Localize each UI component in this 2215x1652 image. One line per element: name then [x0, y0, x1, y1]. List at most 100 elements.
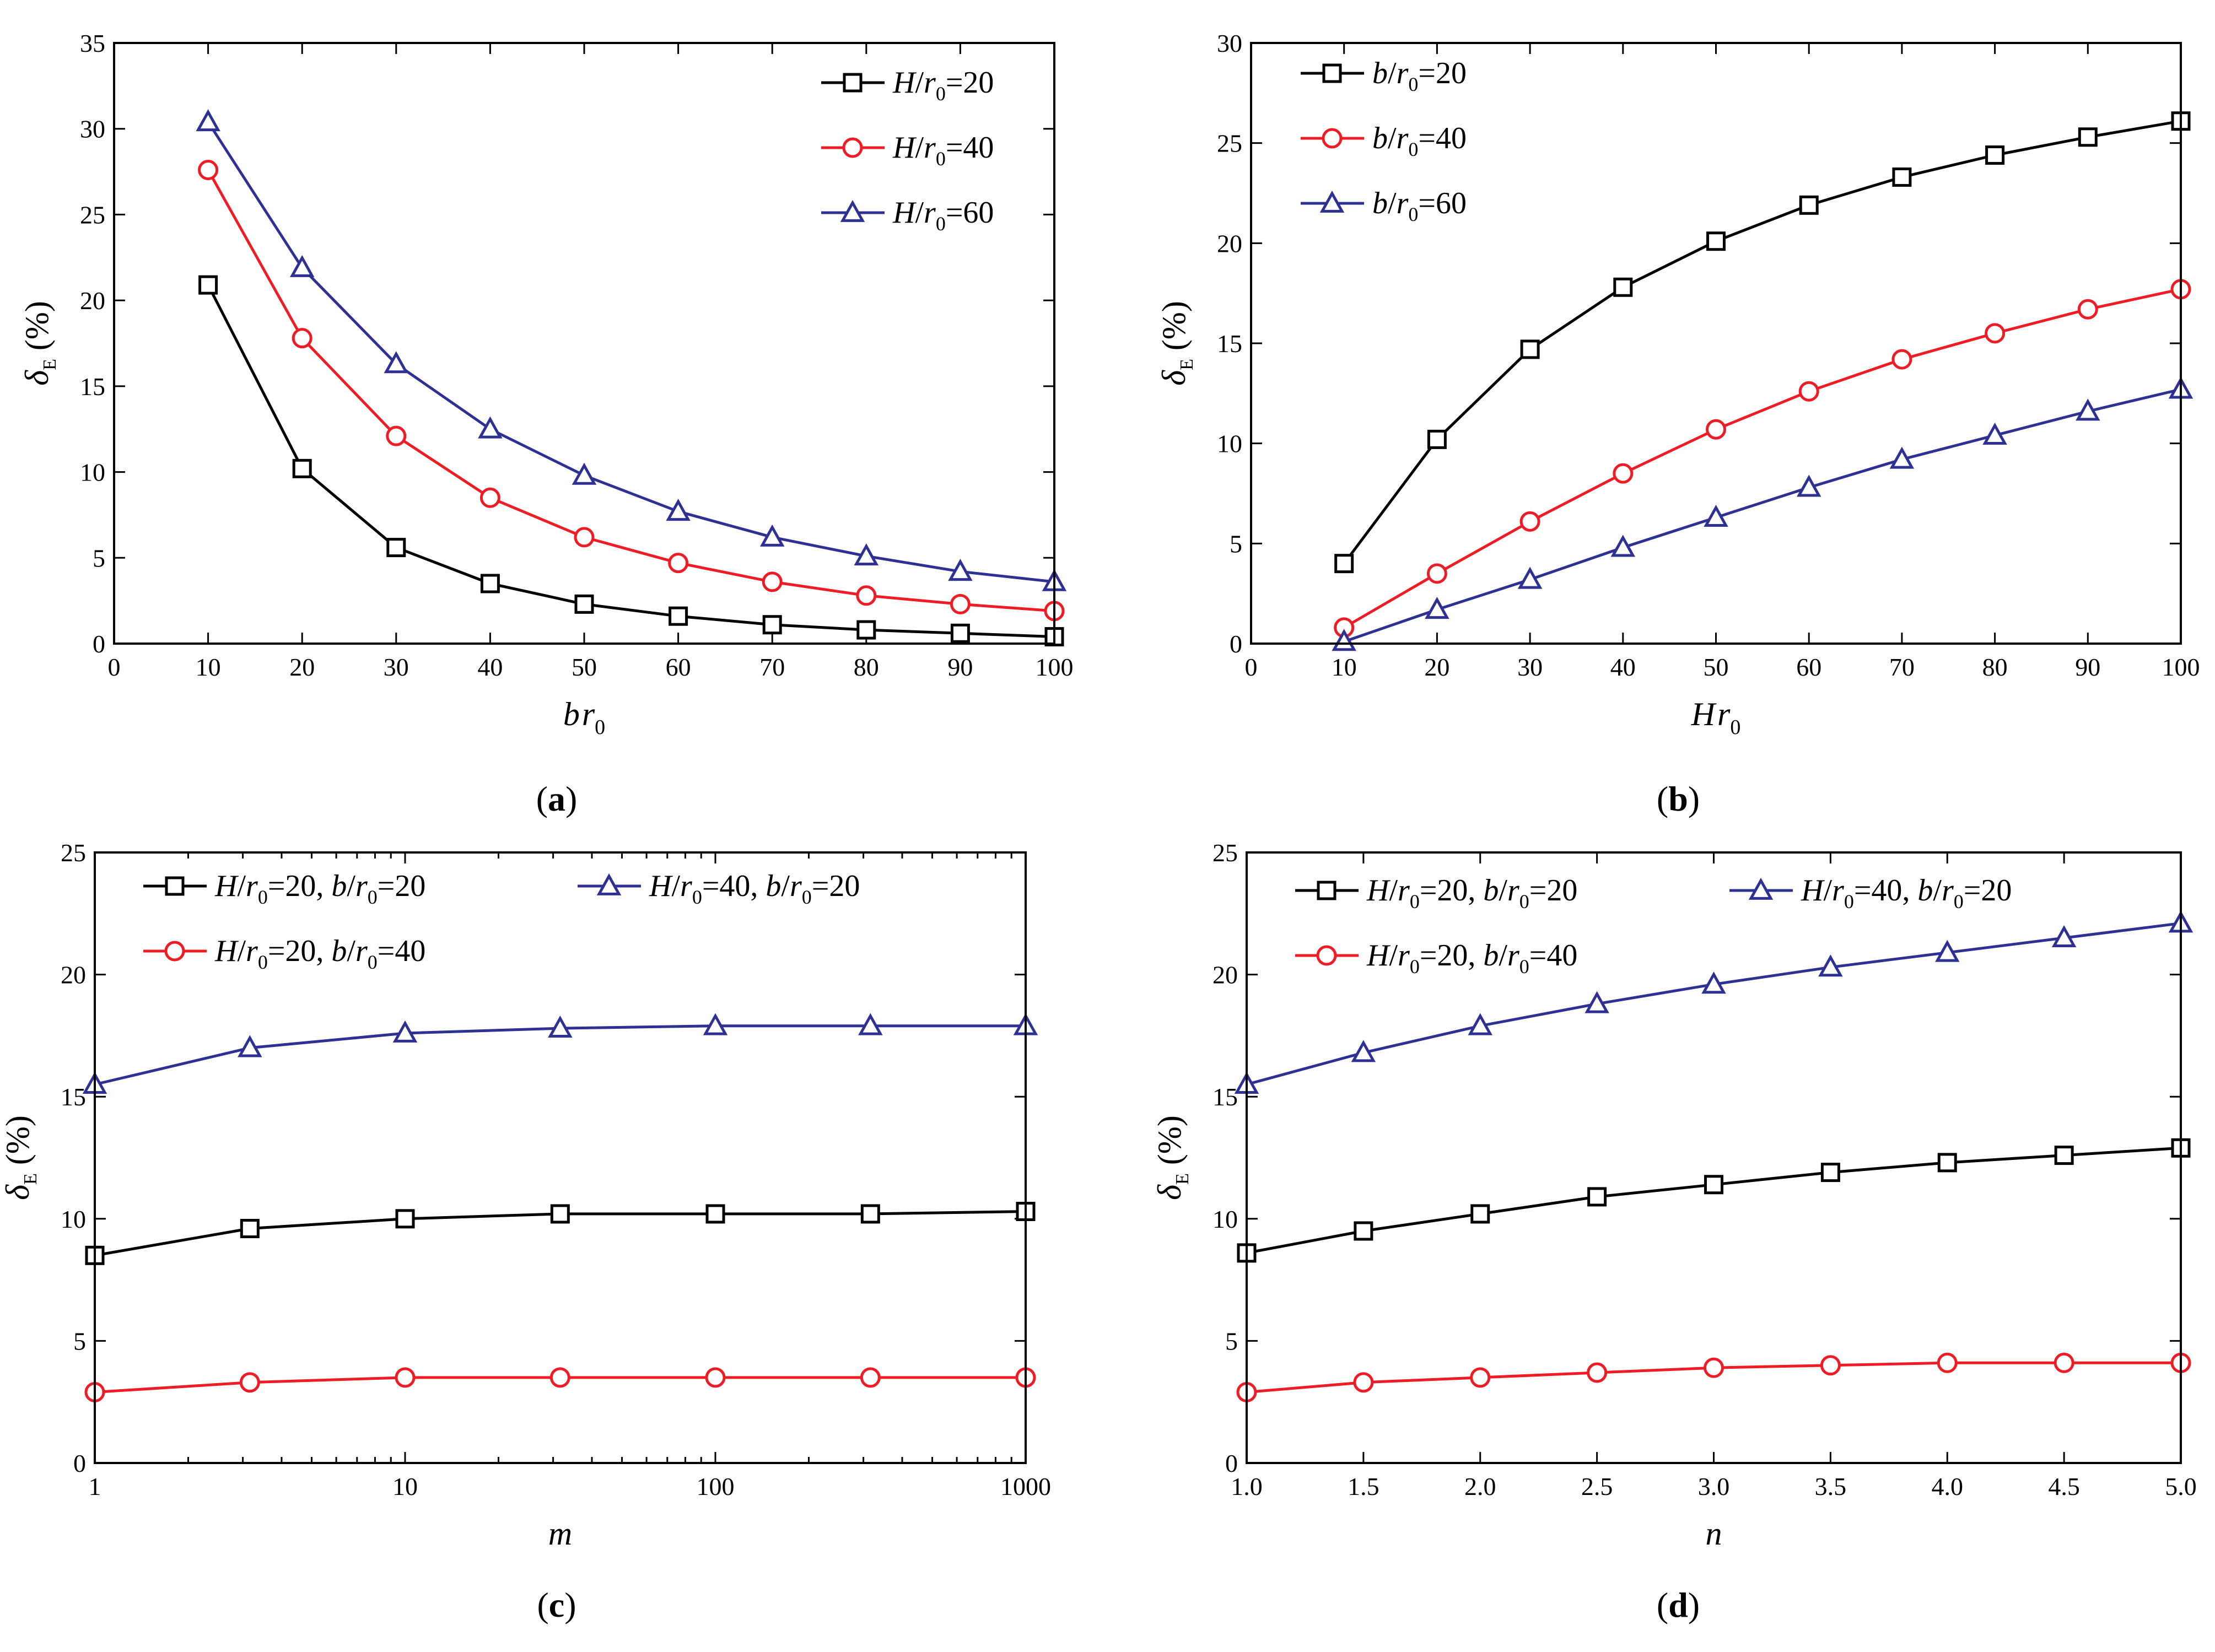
data-point: [1517, 566, 1543, 589]
data-point: [854, 543, 879, 566]
data-point: [1799, 195, 1819, 215]
x-tick-label: 20: [289, 653, 315, 681]
data-point: [238, 1035, 262, 1057]
data-point: [196, 109, 220, 132]
y-axis-label: δE (%): [1151, 1115, 1193, 1200]
x-tick-label: 1.5: [1348, 1472, 1379, 1500]
data-point: [1818, 954, 1843, 977]
plot-frame: [113, 42, 1055, 645]
data-point: [1427, 429, 1447, 449]
x-tick-label: 5.0: [2165, 1472, 2197, 1500]
data-point: [762, 571, 783, 592]
y-tick-label: 0: [1230, 630, 1242, 658]
y-tick-label: 25: [80, 201, 105, 229]
legend-marker: [164, 941, 185, 962]
y-tick-label: 5: [73, 1327, 86, 1355]
series-line: [1343, 288, 2181, 629]
data-point: [705, 1367, 726, 1388]
data-point: [1470, 1204, 1490, 1224]
data-point: [1982, 422, 2007, 445]
data-point: [2054, 1146, 2074, 1165]
legend-label: H/r0=20: [892, 66, 994, 105]
x-tick-label: 3.0: [1698, 1472, 1730, 1500]
series-s1: [198, 275, 1064, 647]
data-point: [1701, 971, 1726, 994]
legend-label: b/r0=40: [1372, 121, 1467, 160]
data-point: [240, 1219, 260, 1239]
data-point: [669, 606, 688, 626]
x-tick-label: 70: [1889, 653, 1915, 681]
data-point: [384, 351, 409, 374]
x-tick-label: 4.5: [2048, 1472, 2080, 1500]
data-point: [1704, 1357, 1724, 1378]
legend-label: H/r0=20, b/r0=20: [214, 869, 425, 908]
legend-marker: [843, 73, 863, 93]
data-point: [856, 585, 877, 606]
data-point: [1470, 1367, 1491, 1388]
chart-panel-a: 0 10 20 30 40 50 60 70 80 90 100 0 5 10 15 20 25 30 35 br0 δ…: [19, 29, 1074, 818]
legend-label: b/r0=20: [1372, 56, 1467, 95]
data-point: [392, 1020, 418, 1043]
data-point: [2051, 925, 2077, 948]
x-tick-label: 90: [947, 653, 973, 681]
data-point: [1332, 629, 1356, 651]
legend-item: b/r0=40: [1301, 121, 1467, 160]
x-tick-label: 50: [572, 653, 597, 681]
y-tick-label: 5: [93, 544, 105, 572]
legend-label: H/r0=20, b/r0=40: [1366, 938, 1577, 978]
plot-frame: [94, 851, 1027, 1464]
x-tick-label: 30: [384, 653, 409, 681]
series-s2: [1334, 279, 2191, 638]
legend-label: H/r0=20, b/r0=20: [1366, 873, 1577, 913]
legend: H/r0=20, b/r0=20 H/r0=40, b/r0=20 H/r0=20,…: [143, 869, 860, 973]
x-tick-label: 60: [1796, 653, 1821, 681]
legend-label: H/r0=40, b/r0=20: [1801, 873, 2012, 913]
data-point: [1587, 1187, 1607, 1207]
panel-caption: (b): [1657, 779, 1700, 818]
x-tick-label: 100: [1036, 653, 1074, 681]
x-tick-label: 2.0: [1464, 1472, 1496, 1500]
legend-label: H/r0=40, b/r0=20: [649, 869, 860, 908]
data-point: [948, 559, 973, 581]
data-point: [1706, 419, 1726, 440]
series-s3: [1234, 910, 2194, 1094]
plot-frame: [1246, 851, 2182, 1464]
legend-marker: [165, 876, 185, 896]
data-point: [1985, 323, 2006, 344]
x-tick-label: 1000: [1000, 1472, 1051, 1500]
data-point: [1935, 940, 1960, 962]
data-point: [860, 1367, 881, 1388]
y-tick-label: 5: [1230, 530, 1242, 558]
legend-label: H/r0=20, b/r0=40: [214, 934, 425, 973]
x-tick-label: 10: [1332, 653, 1357, 681]
data-point: [574, 527, 595, 548]
data-point: [759, 524, 785, 547]
data-point: [1889, 446, 1915, 469]
x-axis-label: n: [1706, 1515, 1722, 1552]
data-point: [479, 487, 500, 508]
x-tick-label: 10: [392, 1472, 418, 1500]
data-point: [2077, 299, 2098, 320]
legend-label: b/r0=60: [1372, 186, 1467, 225]
data-point: [858, 1013, 883, 1035]
data-point: [395, 1367, 416, 1388]
y-tick-label: 15: [61, 1083, 86, 1111]
x-tick-label: 4.0: [1932, 1472, 1964, 1500]
legend-item: b/r0=20: [1301, 56, 1467, 95]
data-point: [1519, 511, 1540, 532]
data-point: [1985, 145, 2005, 165]
data-point: [856, 620, 876, 640]
data-point: [2076, 398, 2100, 421]
x-tick-label: 100: [2162, 653, 2200, 681]
x-tick-label: 0: [1245, 653, 1258, 681]
data-point: [1353, 1372, 1374, 1393]
y-axis-label: δE (%): [1156, 301, 1197, 386]
legend-marker: [596, 873, 622, 895]
x-tick-label: 40: [1610, 653, 1636, 681]
data-point: [703, 1013, 728, 1035]
y-tick-label: 0: [73, 1449, 86, 1477]
data-point: [1334, 554, 1354, 574]
y-tick-label: 10: [80, 458, 105, 487]
data-point: [1520, 339, 1540, 359]
